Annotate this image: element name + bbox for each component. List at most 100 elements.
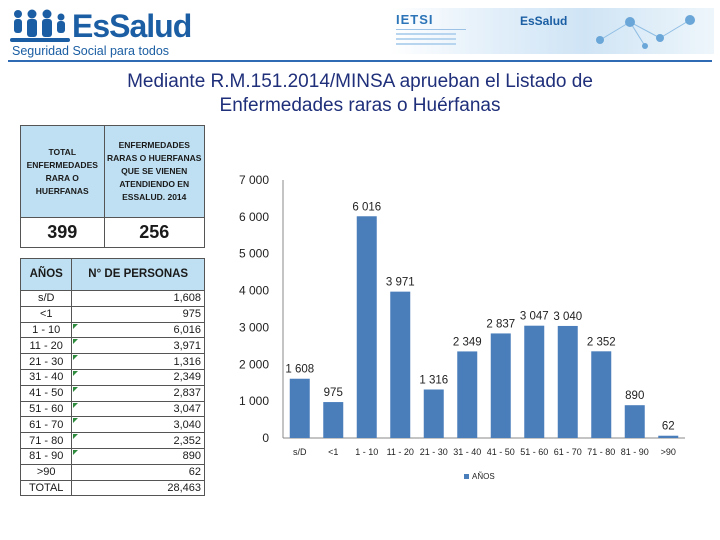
y-tick-label: 5 000	[239, 247, 269, 261]
ietsi-banner: IETSI EsSalud	[390, 8, 714, 54]
x-tick-label: 61 - 70	[554, 447, 582, 457]
y-tick-label: 6 000	[239, 210, 269, 224]
data-label: 975	[324, 387, 343, 399]
data-label: 2 349	[453, 336, 482, 348]
x-tick-label: 51 - 60	[520, 447, 548, 457]
x-tick-label: <1	[328, 447, 338, 457]
summary-header-total: TOTAL ENFERMEDADES RARA O HUERFANAS	[20, 125, 105, 218]
summary-header-attended: ENFERMEDADES RARAS O HUERFANAS QUE SE VI…	[103, 125, 205, 218]
data-label: 2 352	[587, 336, 616, 348]
count-cell: 975	[71, 305, 205, 323]
legend-label: AÑOS	[472, 472, 495, 481]
bar-chart: 0 1 000 2 000 3 000 4 000 5 000 6 000 7 000 1 60…	[239, 173, 685, 481]
table-row: 51 - 60 3,047	[19, 400, 205, 418]
table-row: 61 - 70 3,040	[19, 416, 205, 434]
bar	[423, 389, 444, 438]
header-divider	[8, 60, 712, 62]
age-cell: 41 - 50	[19, 384, 73, 402]
brand-tagline: Seguridad Social para todos	[12, 44, 170, 58]
y-tick-label: 1 000	[239, 394, 269, 408]
age-cell: 81 - 90	[19, 447, 73, 465]
brand-name: EsSalud	[72, 8, 192, 44]
x-tick-label: 11 - 20	[387, 447, 414, 457]
data-label: 3 047	[520, 311, 549, 323]
count-cell: 890	[71, 447, 205, 465]
x-tick-label: 1 - 10	[355, 447, 378, 457]
summary-value-total: 399	[20, 217, 105, 248]
x-tick-label: 21 - 30	[420, 447, 448, 457]
table-row: 71 - 80 2,352	[19, 432, 205, 449]
data-label: 6 016	[352, 201, 381, 213]
bar	[323, 402, 344, 438]
data-label: 1 316	[419, 374, 448, 386]
total-value-cell: 28,463	[71, 479, 205, 497]
x-tick-label: 81 - 90	[621, 447, 649, 457]
table-row: s/D 1,608	[19, 290, 205, 307]
table-row: <1 975	[19, 305, 205, 323]
slide-title: Mediante R.M.151.2014/MINSA aprueban el …	[60, 70, 660, 118]
age-cell: 21 - 30	[19, 353, 73, 370]
bar	[289, 378, 310, 438]
table-row: >90 62	[19, 463, 205, 481]
y-tick-label: 7 000	[239, 173, 269, 187]
count-cell: 2,837	[71, 384, 205, 402]
count-cell: 6,016	[71, 321, 205, 339]
age-table-header-persons: N° DE PERSONAS	[71, 258, 205, 291]
summary-value-attended: 256	[103, 217, 205, 248]
table-row: 11 - 20 3,971	[19, 337, 205, 355]
summary-table: TOTAL ENFERMEDADES RARA O HUERFANAS ENFE…	[20, 125, 205, 248]
age-cell: 51 - 60	[19, 400, 73, 418]
bar	[457, 351, 478, 438]
table-row: 81 - 90 890	[19, 447, 205, 465]
y-tick-label: 4 000	[239, 284, 269, 298]
banner-org: IETSI	[396, 12, 434, 27]
bar	[356, 216, 377, 438]
x-tick-label: s/D	[293, 447, 307, 457]
header: EsSalud Seguridad Social para todos IETS…	[0, 0, 720, 62]
data-label: 3 971	[386, 277, 415, 289]
bar	[390, 291, 411, 438]
banner-brand: EsSalud	[520, 14, 568, 28]
banner-decoration	[396, 29, 466, 49]
age-cell: 71 - 80	[19, 432, 73, 449]
title-line-2: Enfermedades raras o Huérfanas	[219, 95, 501, 116]
data-label: 890	[625, 390, 644, 402]
essalud-logo[interactable]: EsSalud Seguridad Social para todos	[10, 6, 250, 58]
age-cell: 1 - 10	[19, 321, 73, 339]
y-tick-label: 3 000	[239, 320, 269, 334]
bar	[624, 405, 645, 438]
count-cell: 3,971	[71, 337, 205, 355]
bar	[557, 325, 578, 438]
age-table-header-years: AÑOS	[19, 258, 73, 291]
table-row-total: TOTAL 28,463	[19, 479, 205, 497]
bar	[591, 351, 612, 438]
count-cell: 3,040	[71, 416, 205, 434]
x-tick-label: 41 - 50	[487, 447, 515, 457]
age-table: AÑOS N° DE PERSONAS s/D 1,608 <1 975 1 - 1…	[19, 258, 205, 497]
count-cell: 3,047	[71, 400, 205, 418]
legend-swatch	[464, 474, 469, 479]
y-tick-label: 0	[262, 431, 269, 445]
data-label: 1 608	[285, 364, 314, 376]
bar	[524, 325, 545, 438]
age-cell: >90	[19, 463, 73, 481]
age-cell: 11 - 20	[19, 337, 73, 355]
data-label: 3 040	[553, 311, 582, 323]
count-cell: 62	[71, 463, 205, 481]
y-tick-label: 2 000	[239, 357, 269, 371]
x-tick-label: 31 - 40	[453, 447, 481, 457]
table-row: 31 - 40 2,349	[19, 368, 205, 386]
x-tick-label: 71 - 80	[587, 447, 615, 457]
bar	[658, 435, 679, 438]
total-label-cell: TOTAL	[19, 479, 73, 497]
molecule-icon	[596, 15, 695, 49]
count-cell: 2,352	[71, 432, 205, 449]
data-label: 62	[662, 421, 675, 433]
table-row: 21 - 30 1,316	[19, 353, 205, 370]
x-tick-label: >90	[661, 447, 676, 457]
count-cell: 1,316	[71, 353, 205, 370]
age-cell: 31 - 40	[19, 368, 73, 386]
table-row: 41 - 50 2,837	[19, 384, 205, 402]
table-row: 1 - 10 6,016	[19, 321, 205, 339]
bar	[490, 333, 511, 438]
